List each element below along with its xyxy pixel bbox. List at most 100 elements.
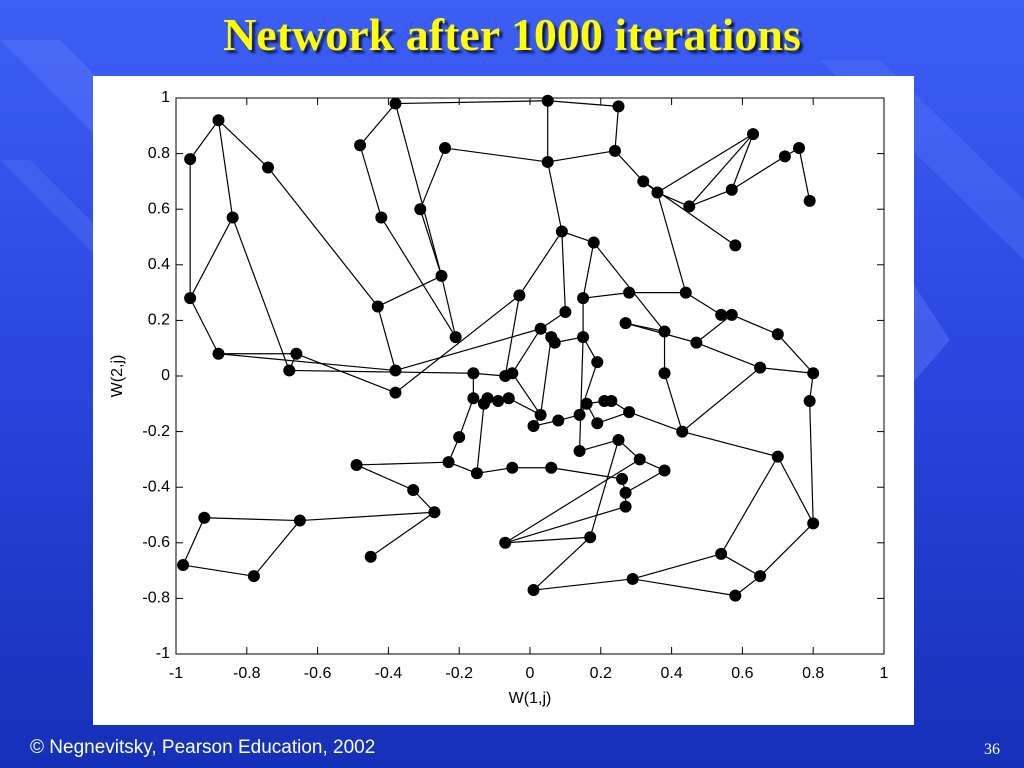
network-link xyxy=(720,553,761,577)
x-tick-label: -1 xyxy=(169,665,183,682)
neuron-point xyxy=(354,139,367,152)
network-link xyxy=(696,342,761,369)
neuron-point xyxy=(729,589,742,602)
neuron-point xyxy=(679,286,692,299)
network-link xyxy=(614,106,620,151)
y-tick-label: 0.4 xyxy=(148,256,170,273)
neuron-point xyxy=(771,450,784,463)
network-link xyxy=(518,231,563,296)
network-link xyxy=(504,295,520,377)
slide-title: Network after 1000 iterations xyxy=(223,9,801,60)
network-link xyxy=(289,369,474,374)
neuron-point xyxy=(658,367,671,380)
x-tick-label: 1 xyxy=(880,665,889,682)
neuron-point xyxy=(350,458,363,471)
network-link xyxy=(182,517,205,566)
neuron-point xyxy=(778,150,791,163)
neuron-point xyxy=(771,328,784,341)
neuron-point xyxy=(467,367,480,380)
neuron-point xyxy=(683,200,696,213)
neuron-point xyxy=(587,236,600,249)
network-link xyxy=(232,217,290,371)
y-tick-label: -0.6 xyxy=(142,534,170,551)
network-link xyxy=(419,209,443,277)
network-link xyxy=(579,439,619,452)
neuron-point xyxy=(637,175,650,188)
network-link xyxy=(377,306,397,371)
network-link xyxy=(395,100,548,105)
neuron-point xyxy=(364,550,377,563)
neuron-point xyxy=(793,142,806,155)
network-link xyxy=(359,145,382,218)
network-link xyxy=(395,328,541,372)
neuron-point xyxy=(715,547,728,560)
network-link xyxy=(777,333,814,374)
neuron-point xyxy=(623,406,636,419)
neuron-point xyxy=(591,417,604,430)
y-tick-label: -1 xyxy=(156,645,170,662)
network-link xyxy=(688,133,754,207)
chart: W(1,j) W(2,j) -1 -0.8 -0.6 -0.4 -0.2 0 0.2 0.4 0… xyxy=(109,89,889,707)
y-tick-label: 1 xyxy=(161,89,170,106)
neuron-point xyxy=(439,142,452,155)
network-link xyxy=(547,100,619,107)
network-link xyxy=(689,189,732,207)
neuron-point xyxy=(389,97,402,110)
neuron-point xyxy=(453,431,466,444)
neuron-point xyxy=(548,336,561,349)
x-tick-label: -0.4 xyxy=(375,665,403,682)
neuron-point xyxy=(371,300,384,313)
neuron-point xyxy=(527,420,540,433)
neuron-point xyxy=(559,306,572,319)
network-link xyxy=(582,242,595,299)
network-link xyxy=(511,328,542,374)
neuron-point xyxy=(555,225,568,238)
network-link xyxy=(731,155,786,191)
network-link xyxy=(720,456,779,555)
neuron-point xyxy=(803,395,816,408)
network-link xyxy=(504,458,641,544)
network-link xyxy=(685,292,722,316)
neuron-point xyxy=(552,414,565,427)
neuron-point xyxy=(690,336,703,349)
network-link xyxy=(731,314,779,335)
network-link xyxy=(663,373,683,432)
neuron-point xyxy=(541,94,554,107)
neuron-point xyxy=(513,289,526,302)
neuron-point xyxy=(534,408,547,421)
neuron-point xyxy=(633,453,646,466)
neuron-point xyxy=(747,128,760,141)
neuron-point xyxy=(580,397,593,410)
network-link xyxy=(632,553,722,580)
neuron-point xyxy=(506,461,519,474)
neuron-point xyxy=(754,361,767,374)
neuron-point xyxy=(807,517,820,530)
neuron-point xyxy=(612,100,625,113)
neuron-point xyxy=(414,203,427,216)
network-link xyxy=(657,133,754,194)
network-link xyxy=(458,398,474,438)
network-link xyxy=(561,231,566,313)
neuron-point xyxy=(715,308,728,321)
y-tick-label: -0.4 xyxy=(142,478,170,495)
neuron-point xyxy=(247,570,260,583)
neuron-point xyxy=(467,392,480,405)
y-tick-label: 0.8 xyxy=(148,145,170,162)
x-tick-label: -0.8 xyxy=(233,665,261,682)
network-link xyxy=(682,431,778,458)
network-link xyxy=(380,217,457,338)
neuron-point xyxy=(184,292,197,305)
network-link xyxy=(798,147,811,201)
neuron-point xyxy=(262,161,275,174)
neuron-point xyxy=(584,531,597,544)
neuron-point xyxy=(573,408,586,421)
neuron-point xyxy=(283,364,296,377)
network-link xyxy=(189,217,234,299)
x-tick-label: 0.8 xyxy=(802,665,824,682)
network-link xyxy=(356,461,449,466)
neuron-point xyxy=(577,292,590,305)
neuron-point xyxy=(407,483,420,496)
neuron-point xyxy=(502,392,515,405)
neuron-point xyxy=(492,395,505,408)
network-link xyxy=(356,464,414,491)
